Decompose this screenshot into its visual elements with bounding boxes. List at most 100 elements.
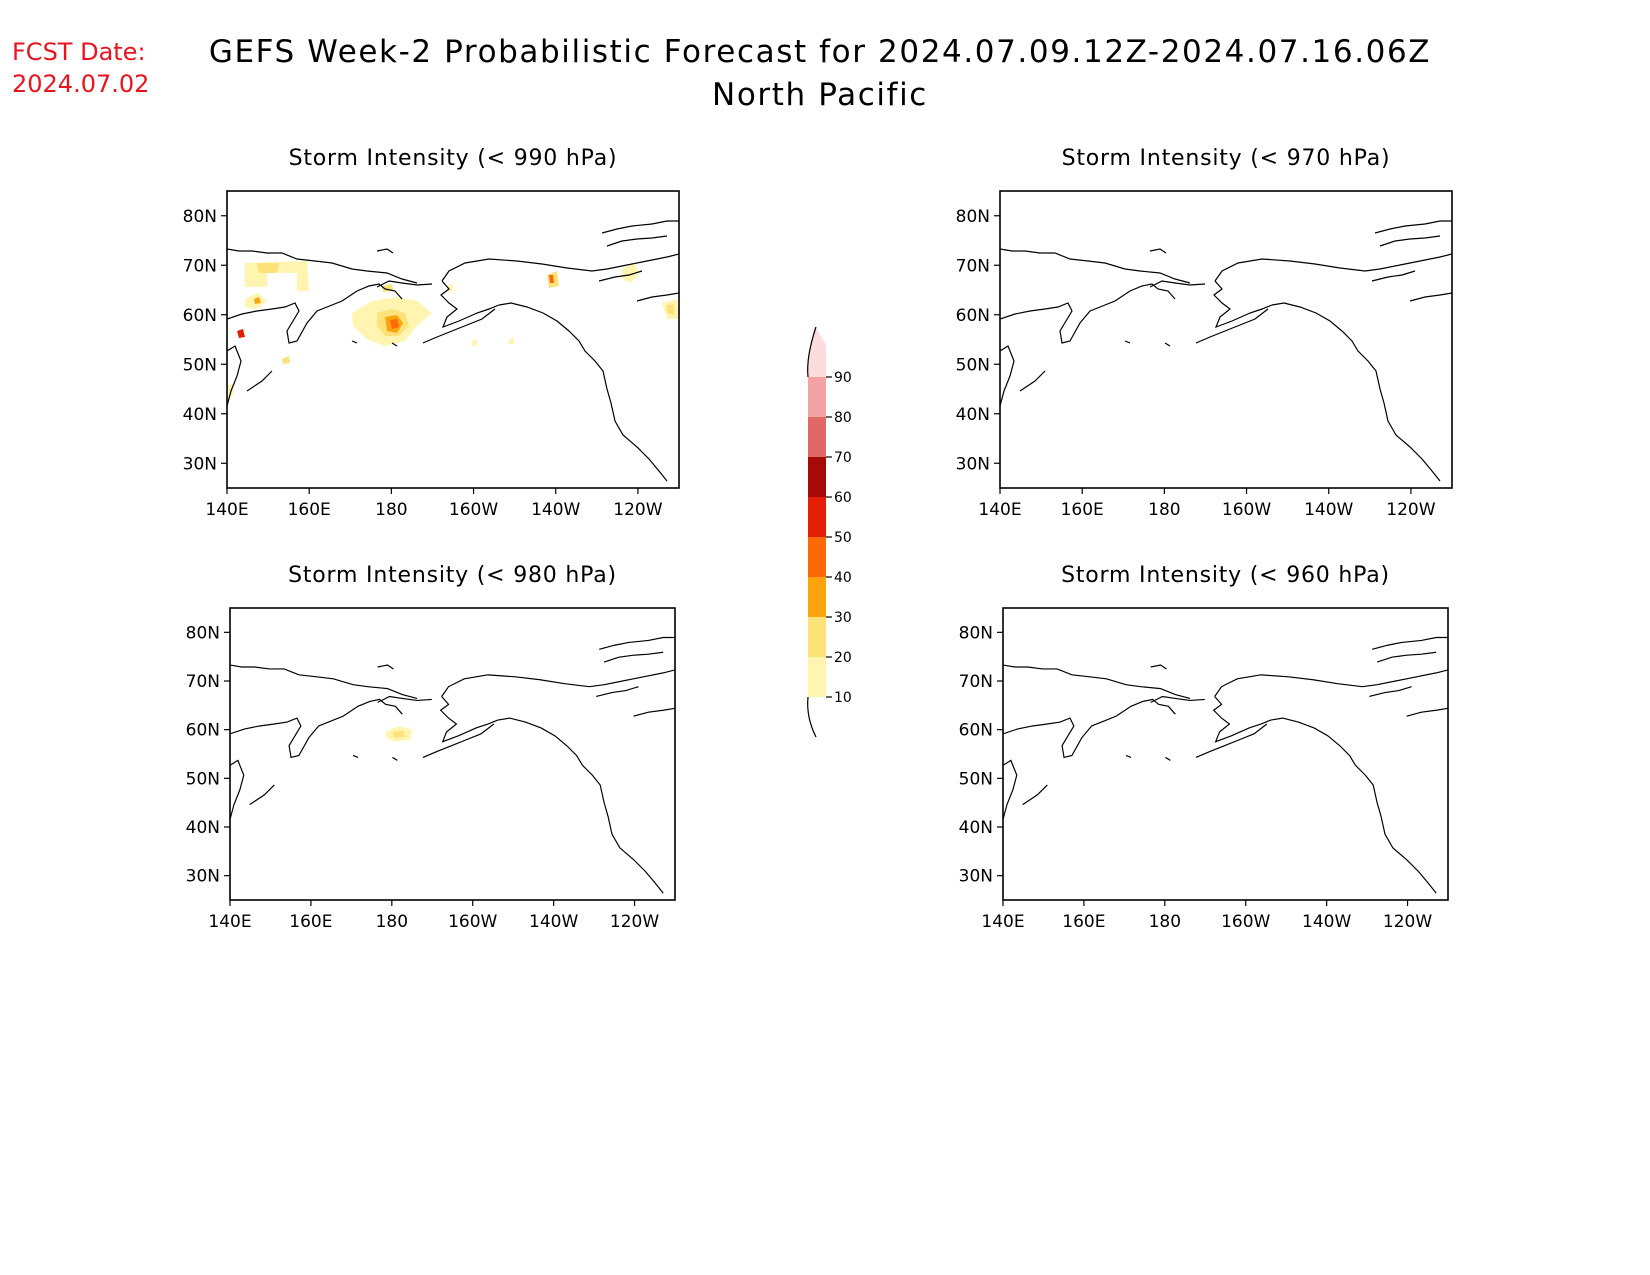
colorbar-label: 80 (834, 410, 852, 426)
lat-label: 50N (186, 769, 220, 789)
colorbar-swatch (808, 657, 826, 697)
lon-label: 140E (205, 500, 248, 520)
map-frame (226, 190, 680, 489)
lon-label: 180 (375, 500, 407, 520)
lon-label: 160W (449, 500, 498, 520)
probability-contour (254, 297, 261, 304)
lat-label: 80N (959, 623, 993, 643)
colorbar-label: 10 (834, 690, 852, 706)
map-panel-p970: Storm Intensity (< 970 hPa) 80N 70N 60N 50N 4… (956, 146, 1453, 520)
lat-label: 60N (183, 306, 217, 326)
lon-label: 140E (978, 500, 1021, 520)
coastline (1003, 636, 1448, 894)
probability-contour (237, 329, 245, 338)
probability-contour (509, 338, 514, 344)
colorbar-label: 20 (834, 650, 852, 666)
probability-contour (282, 356, 290, 364)
subtitle-region: North Pacific (712, 77, 928, 113)
map-panel-p980: Storm Intensity (< 980 hPa) 80N 70N 60N 50N 4… (186, 563, 676, 932)
lat-label: 60N (186, 721, 220, 741)
colorbar-swatch (808, 457, 826, 497)
colorbar-head (807, 326, 817, 378)
colorbar-swatch (808, 617, 826, 657)
fcst-date-value: 2024.07.02 (12, 70, 149, 98)
probability-contour (390, 319, 399, 329)
probability-contour (667, 305, 674, 315)
coastline (230, 636, 675, 894)
lon-label: 120W (610, 912, 659, 932)
lat-label: 70N (956, 256, 990, 276)
lat-label: 40N (956, 405, 990, 425)
lon-label: 180 (1148, 500, 1180, 520)
map-panel-p960: Storm Intensity (< 960 hPa) 80N 70N 60N 50N 4… (959, 563, 1449, 932)
colorbar-label: 90 (834, 370, 852, 386)
colorbar-label: 30 (834, 610, 852, 626)
lon-label: 160W (1222, 500, 1271, 520)
colorbar-tail (807, 696, 817, 738)
lon-label: 140W (1302, 912, 1351, 932)
colorbar-label: 60 (834, 490, 852, 506)
lon-label: 180 (1149, 912, 1181, 932)
lat-label: 60N (959, 721, 993, 741)
coastline (227, 220, 679, 482)
lat-label: 80N (186, 623, 220, 643)
colorbar-swatch (808, 577, 826, 617)
colorbar-label: 70 (834, 450, 852, 466)
panel-title: Storm Intensity (< 970 hPa) (1062, 146, 1391, 171)
colorbar-swatch (808, 417, 826, 457)
lat-label: 70N (183, 256, 217, 276)
colorbar-swatch (808, 377, 826, 417)
panel-title: Storm Intensity (< 960 hPa) (1061, 563, 1390, 588)
lat-label: 30N (956, 454, 990, 474)
lat-label: 50N (183, 355, 217, 375)
lat-label: 70N (959, 672, 993, 692)
lat-label: 60N (956, 306, 990, 326)
lon-label: 160E (289, 912, 332, 932)
lat-label: 30N (183, 454, 217, 474)
lat-label: 80N (183, 207, 217, 227)
lon-label: 160E (1061, 500, 1104, 520)
colorbar-label: 40 (834, 570, 852, 586)
lon-label: 120W (613, 500, 662, 520)
colorbar-swatch (808, 497, 826, 537)
map-frame (999, 190, 1453, 489)
lon-label: 140W (531, 500, 580, 520)
lon-label: 180 (376, 912, 408, 932)
probability-contour (227, 384, 233, 398)
probability-contour (257, 263, 279, 273)
lat-label: 40N (186, 818, 220, 838)
probability-contour (392, 730, 406, 738)
lon-label: 140E (208, 912, 251, 932)
probability-contour (549, 275, 554, 283)
lon-label: 160W (448, 912, 497, 932)
lat-label: 30N (959, 867, 993, 887)
lon-label: 160E (288, 500, 331, 520)
lat-label: 50N (956, 355, 990, 375)
lat-label: 70N (186, 672, 220, 692)
map-frame (1002, 607, 1449, 901)
lon-label: 160W (1221, 912, 1270, 932)
lat-label: 80N (956, 207, 990, 227)
probability-contour (472, 339, 477, 346)
fcst-date-label: FCST Date: (12, 38, 146, 66)
colorbar: 10 20 30 40 50 60 70 80 90 (807, 326, 852, 738)
colorbar-swatch (808, 327, 826, 377)
lat-label: 40N (183, 405, 217, 425)
map-frame (229, 607, 676, 901)
lon-label: 120W (1383, 912, 1432, 932)
panel-title: Storm Intensity (< 990 hPa) (289, 146, 618, 171)
lon-label: 120W (1386, 500, 1435, 520)
colorbar-swatch (808, 537, 826, 577)
panel-title: Storm Intensity (< 980 hPa) (288, 563, 617, 588)
lon-label: 140W (1304, 500, 1353, 520)
lon-label: 140W (529, 912, 578, 932)
coastline (1000, 220, 1452, 482)
lat-label: 40N (959, 818, 993, 838)
lat-label: 30N (186, 867, 220, 887)
lon-label: 140E (981, 912, 1024, 932)
colorbar-label: 50 (834, 530, 852, 546)
lat-label: 50N (959, 769, 993, 789)
probability-contour (622, 263, 639, 283)
main-title: GEFS Week-2 Probabilistic Forecast for 2… (209, 34, 1431, 70)
